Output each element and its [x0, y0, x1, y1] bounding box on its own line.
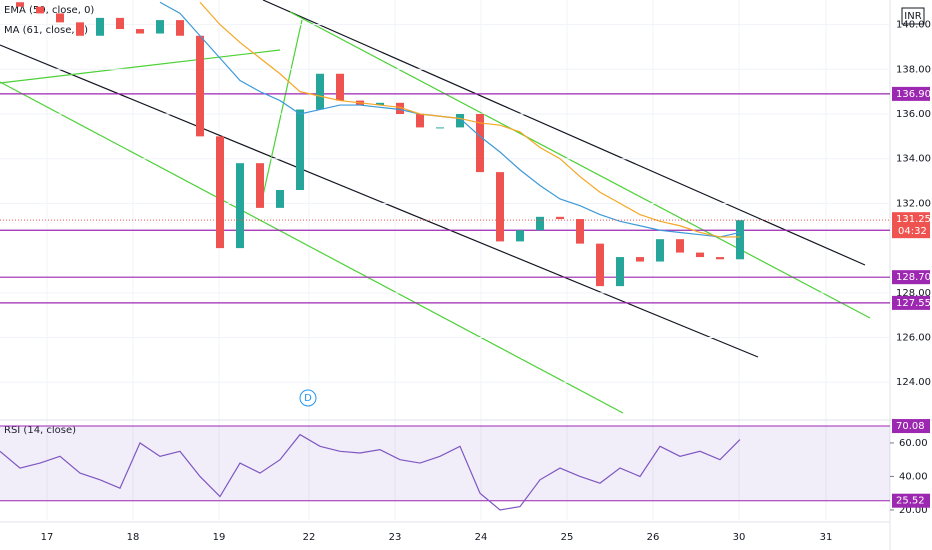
candle: [696, 252, 704, 258]
x-tick-label: 22: [303, 532, 316, 543]
countdown: 04:32: [898, 226, 927, 237]
x-tick-label: 18: [127, 532, 140, 543]
indicator-label: EMA (50, close, 0): [4, 5, 94, 16]
candle: [496, 172, 504, 242]
candle: [536, 216, 544, 231]
last-price-box: [892, 212, 930, 239]
rsi-band: [0, 426, 890, 501]
candle: [476, 114, 484, 173]
rsi-label: RSI (14, close): [4, 425, 76, 436]
y-tick-label: 136.00: [896, 109, 931, 120]
x-tick-label: 23: [389, 532, 402, 543]
candle: [616, 257, 624, 287]
x-tick-label: 30: [733, 532, 746, 543]
candle: [176, 20, 184, 36]
candle: [76, 22, 84, 36]
level-box: [892, 295, 930, 310]
y-tick-label: 132.00: [896, 198, 931, 209]
candle: [716, 257, 724, 260]
candle: [656, 239, 664, 262]
candle: [596, 243, 604, 287]
y-tick-label: 124.00: [896, 377, 931, 388]
y-tick-label: 126.00: [896, 333, 931, 344]
candle: [736, 220, 744, 260]
level-box: [892, 270, 930, 285]
rsi-tick-label: 60.00: [899, 438, 928, 449]
y-tick-label: 128.00: [896, 288, 931, 299]
indicator-label: MA (61, close, 0): [4, 25, 88, 36]
candle: [396, 102, 404, 114]
candle: [416, 114, 424, 128]
last-price-label: 131.25: [896, 214, 931, 225]
candle: [216, 136, 224, 249]
grid: [46, 0, 827, 520]
rsi-level-label: 70.08: [896, 421, 925, 432]
candle: [636, 257, 644, 262]
candle: [376, 102, 384, 106]
candle: [136, 29, 144, 34]
currency: INR: [904, 11, 921, 22]
x-tick-label: 25: [561, 532, 574, 543]
candle: [336, 73, 344, 101]
x-tick-label: 31: [820, 532, 833, 543]
level-label: 136.90: [896, 89, 931, 100]
y-tick-label: 140.00: [896, 20, 931, 31]
level-label: 128.70: [896, 272, 931, 283]
candle: [96, 17, 104, 36]
rsi-tick-label: 20.00: [899, 505, 928, 516]
y-tick-label: 134.00: [896, 154, 931, 165]
rsi-level-box: [892, 493, 930, 508]
candle: [456, 114, 464, 128]
candle: [236, 163, 244, 249]
currency-box: [901, 7, 925, 25]
level-label: 127.55: [896, 298, 931, 309]
candle: [56, 13, 64, 23]
candle: [676, 239, 684, 253]
candle: [256, 163, 264, 208]
candle: [156, 20, 164, 34]
candle: [36, 6, 44, 14]
x-tick-label: 24: [475, 532, 488, 543]
candle: [296, 109, 304, 190]
level-box: [892, 86, 930, 101]
event-marker-circle[interactable]: [299, 389, 317, 407]
x-tick-label: 19: [213, 532, 226, 543]
x-tick-label: 26: [647, 532, 660, 543]
candle: [556, 216, 564, 220]
candle: [436, 127, 444, 129]
candle: [276, 190, 284, 208]
trend-lines: [0, 0, 871, 414]
candle: [116, 17, 124, 30]
x-tick-label: 17: [41, 532, 54, 543]
rsi-level-box: [892, 419, 930, 434]
candle: [576, 219, 584, 244]
candle: [196, 35, 204, 137]
rsi-level-label: 25.52: [896, 496, 925, 507]
candle: [316, 73, 324, 110]
event-marker[interactable]: D: [304, 393, 312, 404]
ma-line: [199, 1, 740, 238]
rsi-tick-label: 40.00: [899, 471, 928, 482]
candle: [516, 230, 524, 242]
rsi-line: [0, 433, 741, 511]
y-tick-label: 138.00: [896, 64, 931, 75]
candle: [16, 2, 24, 7]
